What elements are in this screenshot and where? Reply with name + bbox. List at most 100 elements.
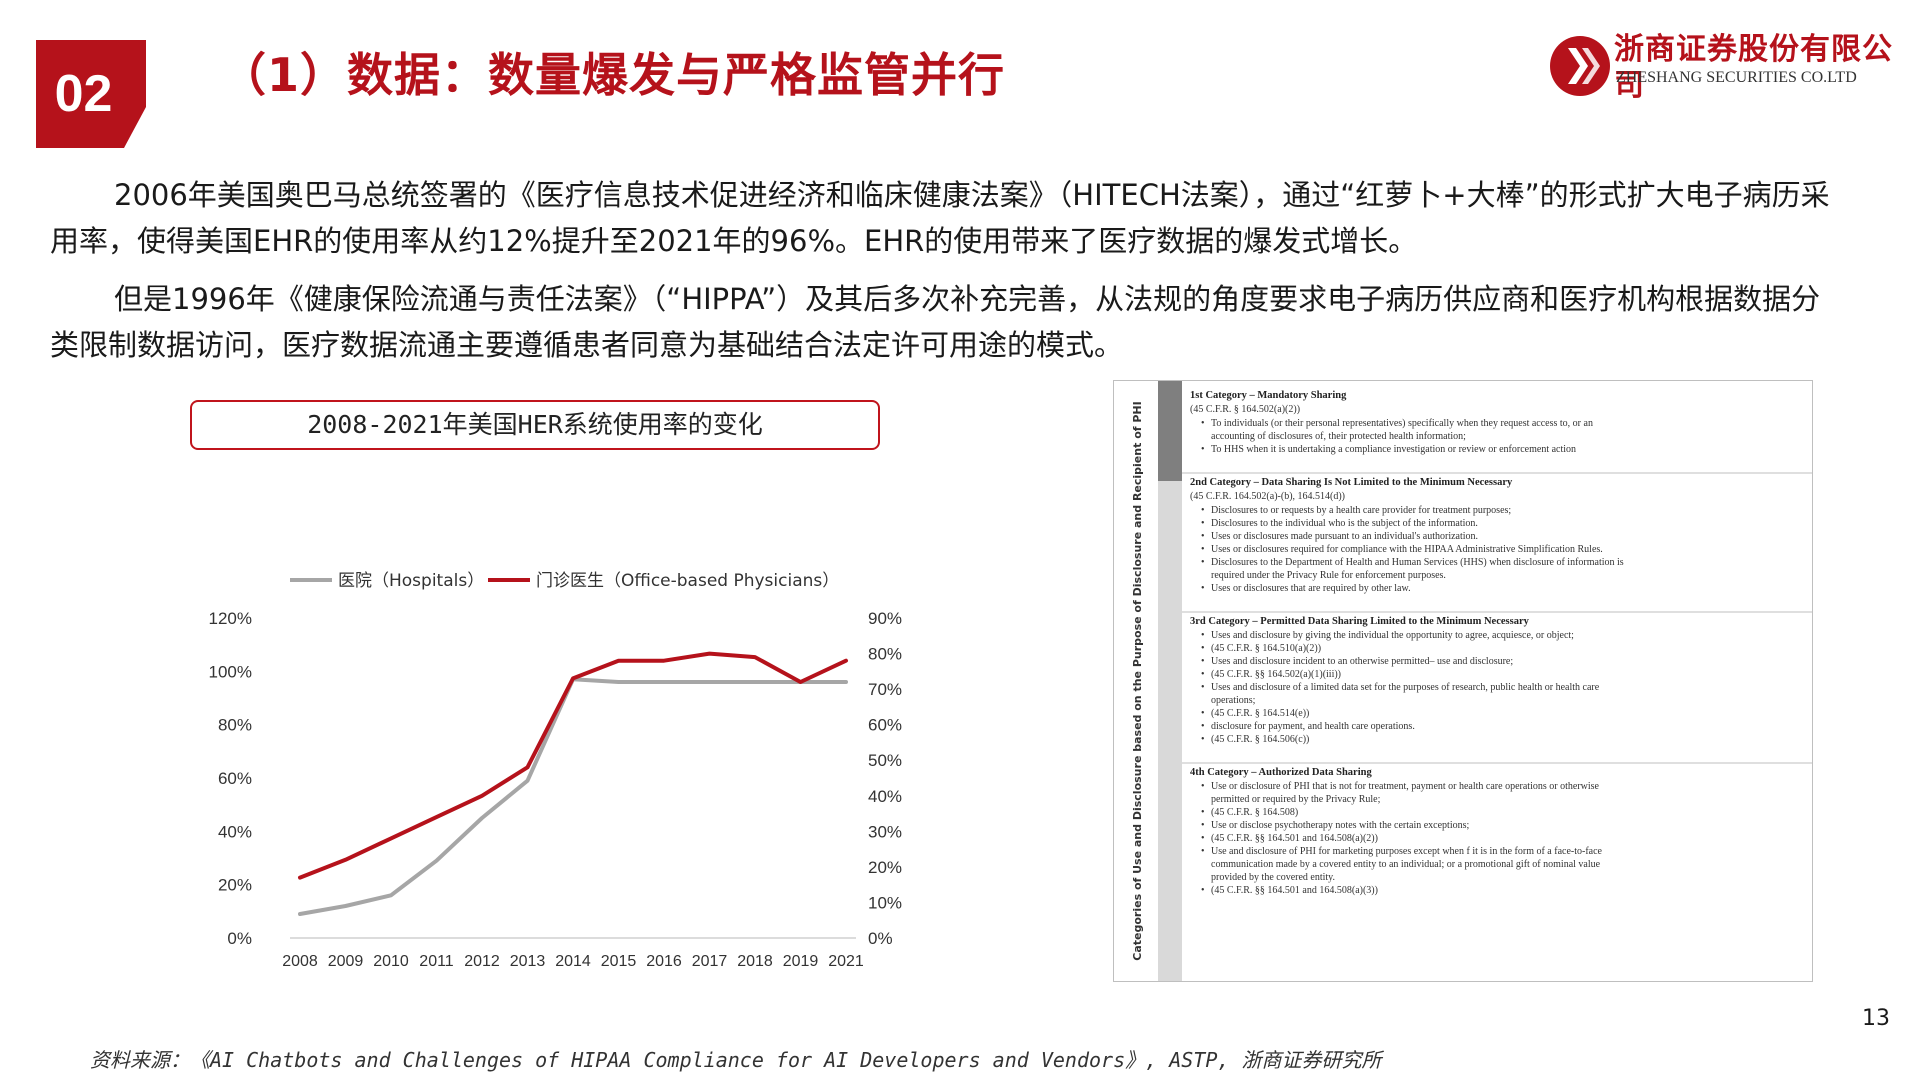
category-item: required under the Privacy Rule for enfo… <box>1211 570 1446 581</box>
page-title: （1）数据：数量爆发与严格监管并行 <box>220 48 1006 102</box>
category-item: (45 C.F.R. § 164.508) <box>1211 807 1298 818</box>
x-tick-label: 2015 <box>601 953 637 970</box>
category-item: To individuals (or their personal repres… <box>1211 418 1593 429</box>
bullet-dot: • <box>1201 669 1205 680</box>
category-item: operations; <box>1211 695 1256 706</box>
section-number: 02 <box>54 65 113 123</box>
bullet-dot: • <box>1201 518 1205 529</box>
x-tick-label: 2014 <box>555 953 591 970</box>
category-item: Uses and disclosure of a limited data se… <box>1211 682 1600 693</box>
y-left-tick-label: 100% <box>209 662 252 681</box>
category-item: provided by the covered entity. <box>1211 872 1335 883</box>
bullet-dot: • <box>1201 630 1205 641</box>
category-item: (45 C.F.R. §§ 164.501 and 164.508(a)(2)) <box>1211 833 1378 844</box>
y-right-tick-label: 40% <box>868 787 902 806</box>
y-right-tick-label: 70% <box>868 680 902 699</box>
category-item: communication made by a covered entity t… <box>1211 859 1601 870</box>
x-tick-label: 2011 <box>419 953 454 970</box>
category-item: Uses or disclosures that are required by… <box>1211 583 1411 594</box>
category-item: Disclosures to the individual who is the… <box>1211 518 1478 529</box>
y-right-tick-label: 10% <box>868 893 902 912</box>
bullet-dot: • <box>1201 418 1205 429</box>
category-item: Use and disclosure of PHI for marketing … <box>1211 846 1603 857</box>
category-title: 2nd Category – Data Sharing Is Not Limit… <box>1190 477 1513 488</box>
category-title: 1st Category – Mandatory Sharing <box>1190 390 1347 401</box>
category-reference: (45 C.F.R. 164.502(a)-(b), 164.514(d)) <box>1190 491 1345 502</box>
bullet-dot: • <box>1201 544 1205 555</box>
category-item: Disclosures to or requests by a health c… <box>1211 505 1511 516</box>
bullet-dot: • <box>1201 734 1205 745</box>
category-item: Use or disclosure of PHI that is not for… <box>1211 781 1600 792</box>
y-right-tick-label: 60% <box>868 716 902 735</box>
category-item: Uses and disclosure by giving the indivi… <box>1211 630 1574 641</box>
x-tick-label: 2012 <box>464 953 500 970</box>
category-item: Uses or disclosures required for complia… <box>1211 544 1603 555</box>
legend-label-0: 医院（Hospitals） <box>338 571 484 591</box>
y-left-tick-label: 20% <box>218 876 252 895</box>
category-bar-1 <box>1158 381 1182 481</box>
bullet-dot: • <box>1201 833 1205 844</box>
category-item: permitted or required by the Privacy Rul… <box>1211 794 1381 805</box>
x-tick-label: 2016 <box>646 953 682 970</box>
bullet-dot: • <box>1201 781 1205 792</box>
x-tick-label: 2018 <box>737 953 773 970</box>
bullet-dot: • <box>1201 656 1205 667</box>
bullet-dot: • <box>1201 444 1205 455</box>
y-right-tick-label: 0% <box>868 929 893 948</box>
category-item: Uses or disclosures made pursuant to an … <box>1211 531 1478 542</box>
category-item: (45 C.F.R. § 164.506(c)) <box>1211 734 1309 745</box>
y-left-tick-label: 0% <box>227 929 252 948</box>
category-item: Use or disclose psychotherapy notes with… <box>1211 820 1469 831</box>
y-left-tick-label: 60% <box>218 769 252 788</box>
bullet-dot: • <box>1201 531 1205 542</box>
y-right-tick-label: 50% <box>868 751 902 770</box>
company-name-en: ZHESHANG SECURITIES CO.LTD <box>1616 69 1857 86</box>
category-title: 3rd Category – Permitted Data Sharing Li… <box>1190 616 1530 627</box>
table-border <box>1113 380 1813 982</box>
bullet-dot: • <box>1201 505 1205 516</box>
category-item: (45 C.F.R. §§ 164.501 and 164.508(a)(3)) <box>1211 885 1378 896</box>
category-item: disclosure for payment, and health care … <box>1211 721 1415 732</box>
bullet-dot: • <box>1201 721 1205 732</box>
category-bar-rest <box>1158 481 1182 981</box>
category-item: Disclosures to the Department of Health … <box>1211 557 1624 568</box>
y-left-tick-label: 80% <box>218 716 252 735</box>
x-tick-label: 2019 <box>783 953 819 970</box>
bullet-dot: • <box>1201 643 1205 654</box>
y-left-tick-label: 120% <box>209 609 252 628</box>
x-tick-label: 2010 <box>373 953 409 970</box>
ehr-adoption-chart: 0% 20% 40% 60% 80% 100% 120% 0% 10% 20% 30% 40% 50% 6… <box>209 571 903 970</box>
series-line-0 <box>298 677 848 916</box>
bullet-dot: • <box>1201 807 1205 818</box>
bullet-dot: • <box>1201 885 1205 896</box>
category-item: To HHS when it is undertaking a complian… <box>1211 444 1576 455</box>
bullet-dot: • <box>1201 682 1205 693</box>
company-name-cn: 浙商证券股份有限公司 <box>1614 32 1893 103</box>
x-tick-label: 2017 <box>692 953 728 970</box>
category-item: Uses and disclosure incident to an other… <box>1211 656 1513 667</box>
category-reference: (45 C.F.R. § 164.502(a)(2)) <box>1190 404 1300 415</box>
phi-categories-table: Categories of Use and Disclosure based o… <box>1113 380 1813 982</box>
category-item: (45 C.F.R. § 164.514(e)) <box>1211 708 1309 719</box>
y-right-tick-label: 20% <box>868 858 902 877</box>
bullet-dot: • <box>1201 820 1205 831</box>
source-note: 资料来源：《AI Chatbots and Challenges of HIPA… <box>90 1048 1382 1072</box>
category-item: (45 C.F.R. §§ 164.502(a)(1)(iii)) <box>1211 669 1341 680</box>
series-line-1 <box>298 651 848 880</box>
y-left-tick-label: 40% <box>218 822 252 841</box>
chart-title-box: 2008-2021年美国HER系统使用率的变化 <box>190 400 880 450</box>
y-right-tick-label: 90% <box>868 609 902 628</box>
x-tick-label: 2021 <box>828 953 864 970</box>
bullet-dot: • <box>1201 583 1205 594</box>
section-badge: 02 <box>36 40 146 148</box>
page-number: 13 <box>1862 1006 1890 1031</box>
x-tick-label: 2013 <box>510 953 546 970</box>
intro-paragraph-2: 但是1996年《健康保险流通与责任法案》（“HIPPA”）及其后多次补充完善，从… <box>50 282 1821 362</box>
x-tick-label: 2009 <box>328 953 364 970</box>
bullet-dot: • <box>1201 708 1205 719</box>
legend-label-1: 门诊医生（Office-based Physicians） <box>536 571 839 591</box>
category-item: (45 C.F.R. § 164.510(a)(2)) <box>1211 643 1321 654</box>
y-right-tick-label: 30% <box>868 822 902 841</box>
bullet-dot: • <box>1201 557 1205 568</box>
x-tick-label: 2008 <box>282 953 318 970</box>
